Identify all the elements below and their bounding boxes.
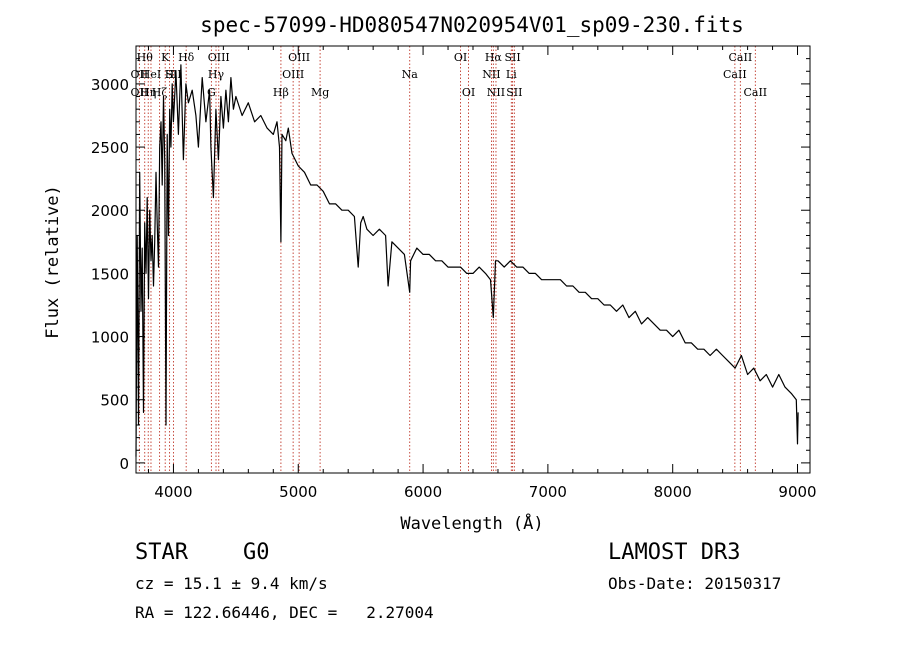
spectral-line-label: NII xyxy=(482,68,500,81)
line-marker-labels: OIIOIIHθHηHeIHζKHSIIHδGHγOIIIHβOIIIOIIIM… xyxy=(131,51,768,99)
y-tick-label: 2000 xyxy=(91,202,129,220)
line-markers xyxy=(138,46,756,473)
y-tick-label: 3000 xyxy=(91,76,129,94)
spectral-line-label: Na xyxy=(402,68,419,81)
y-tick-label: 1500 xyxy=(91,265,129,283)
x-axis-label: Wavelength (Å) xyxy=(400,512,543,534)
x-tick-label: 7000 xyxy=(529,483,567,501)
survey-name: LAMOST DR3 xyxy=(608,540,741,565)
spectral-line-label: H xyxy=(165,68,175,81)
chart-title: spec-57099-HD080547N020954V01_sp09-230.f… xyxy=(200,13,744,37)
x-tick-label: 6000 xyxy=(404,483,442,501)
y-tick-label: 0 xyxy=(119,455,129,473)
spectral-line-label: K xyxy=(161,51,170,64)
y-tick-label: 1000 xyxy=(91,329,129,347)
plot-frame xyxy=(135,45,811,474)
x-tick-label: 4000 xyxy=(154,483,192,501)
redshift-cz: cz = 15.1 ± 9.4 km/s xyxy=(135,574,328,593)
spectral-line-label: CaII xyxy=(723,68,747,81)
spectral-line-label: OIII xyxy=(282,68,304,81)
object-subclass: G0 xyxy=(243,540,270,565)
spectral-line-label: OII xyxy=(131,86,149,99)
spectral-line-label: OIII xyxy=(208,51,230,64)
spectral-line-label: SII xyxy=(504,51,520,64)
spectral-line-label: Mg xyxy=(311,86,329,99)
x-axis-ticks: 4000 5000 6000 7000 8000 9000 xyxy=(147,46,817,501)
x-tick-label: 9000 xyxy=(778,483,816,501)
spectral-line-label: Hη xyxy=(140,86,156,99)
spectral-line-label: Li xyxy=(506,68,517,81)
spectral-line-label: OIII xyxy=(288,51,310,64)
spectral-line-label: Hδ xyxy=(178,51,195,64)
x-tick-label: 8000 xyxy=(654,483,692,501)
spectral-line-label: CaII xyxy=(743,86,767,99)
spectral-line-label: Hθ xyxy=(137,51,154,64)
spectral-line-label: NII xyxy=(487,86,505,99)
spectral-line-label: HeI xyxy=(141,68,161,81)
spectral-line-label: Hα xyxy=(485,51,503,64)
spectral-line-label: Hζ xyxy=(152,86,168,99)
ra-dec: RA = 122.66446, DEC = 2.27004 xyxy=(135,603,434,622)
spectral-line-label: SII xyxy=(506,86,522,99)
x-tick-label: 5000 xyxy=(279,483,317,501)
y-tick-label: 2500 xyxy=(91,139,129,157)
y-axis-ticks: 0 500 1000 1500 2000 2500 3000 xyxy=(91,58,810,473)
object-class: STAR xyxy=(135,540,188,565)
spectral-line-label: OI xyxy=(462,86,475,99)
spectral-line-label: OI xyxy=(454,51,467,64)
spectral-line-label: G xyxy=(207,86,216,99)
spectral-line-label: SII xyxy=(165,68,181,81)
spectral-line-label: CaII xyxy=(729,51,753,64)
spectral-line-label: OII xyxy=(131,68,149,81)
spectrum-line xyxy=(135,64,799,457)
observation-date: Obs-Date: 20150317 xyxy=(608,574,782,593)
y-tick-label: 500 xyxy=(100,392,129,410)
spectral-line-label: Hβ xyxy=(273,86,289,99)
spectral-line-label: Hγ xyxy=(208,68,225,81)
y-axis-label: Flux (relative) xyxy=(43,185,63,339)
